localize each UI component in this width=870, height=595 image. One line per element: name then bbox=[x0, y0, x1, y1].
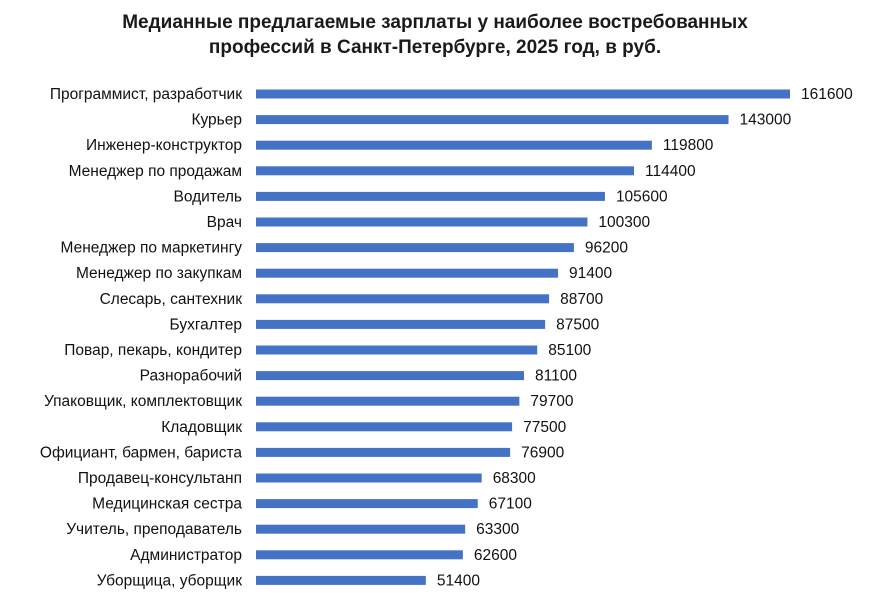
bar bbox=[256, 371, 524, 381]
data-label: 114400 bbox=[645, 163, 696, 180]
category-label: Медицинская сестра bbox=[92, 496, 242, 513]
chart-title: Медианные предлагаемые зарплаты у наибол… bbox=[0, 10, 870, 60]
bar bbox=[256, 140, 652, 150]
bar bbox=[256, 396, 520, 406]
category-label: Слесарь, сантехник bbox=[100, 291, 243, 308]
bar bbox=[256, 166, 635, 176]
category-label: Кладовщик bbox=[161, 419, 242, 436]
bar bbox=[256, 345, 538, 355]
data-label: 76900 bbox=[521, 444, 564, 461]
data-label: 62600 bbox=[474, 547, 517, 564]
data-label: 68300 bbox=[493, 470, 536, 487]
bar bbox=[256, 473, 482, 483]
category-label: Повар, пекарь, кондитер bbox=[64, 342, 242, 359]
bar bbox=[256, 268, 559, 278]
data-label: 88700 bbox=[560, 291, 603, 308]
data-label: 143000 bbox=[740, 112, 792, 129]
data-label: 87500 bbox=[556, 316, 599, 333]
category-label: Уборщица, уборщик bbox=[97, 572, 243, 589]
data-label: 100300 bbox=[598, 214, 650, 231]
bar bbox=[256, 422, 513, 432]
data-label: 77500 bbox=[523, 419, 566, 436]
bar bbox=[256, 115, 729, 125]
bar bbox=[256, 191, 605, 201]
data-label: 81100 bbox=[535, 368, 577, 385]
data-label: 51400 bbox=[437, 572, 480, 589]
bar bbox=[256, 447, 511, 457]
bar bbox=[256, 217, 588, 227]
category-label: Администратор bbox=[130, 547, 242, 564]
data-label: 85100 bbox=[548, 342, 591, 359]
bar bbox=[256, 89, 790, 99]
bar bbox=[256, 499, 478, 509]
data-label: 96200 bbox=[585, 240, 628, 257]
data-label: 119800 bbox=[663, 137, 714, 154]
category-label: Менеджер по закупкам bbox=[76, 265, 242, 282]
bar bbox=[256, 294, 550, 304]
data-label: 79700 bbox=[530, 393, 573, 410]
data-label: 91400 bbox=[569, 265, 612, 282]
bar bbox=[256, 550, 463, 560]
category-label: Менеджер по маркетингу bbox=[60, 240, 242, 257]
bar bbox=[256, 243, 574, 253]
data-label: 161600 bbox=[801, 86, 853, 103]
category-label: Инженер-конструктор bbox=[86, 137, 242, 154]
bar bbox=[256, 575, 426, 585]
category-label: Бухгалтер bbox=[170, 316, 242, 333]
chart-title-line-1: Медианные предлагаемые зарплаты у наибол… bbox=[122, 12, 748, 33]
chart-title-line-2: профессий в Санкт-Петербурге, 2025 год, … bbox=[208, 37, 662, 58]
data-label: 67100 bbox=[489, 496, 532, 513]
category-label: Упаковщик, комплектовщик bbox=[44, 393, 242, 410]
bar bbox=[256, 524, 466, 534]
bar bbox=[256, 319, 546, 329]
category-label: Официант, бармен, бариста bbox=[40, 444, 242, 461]
category-label: Учитель, преподаватель bbox=[66, 521, 242, 538]
data-label: 63300 bbox=[476, 521, 519, 538]
category-label: Врач bbox=[207, 214, 242, 231]
category-label: Курьер bbox=[191, 112, 242, 129]
category-label: Продавец-консультанп bbox=[78, 470, 242, 487]
data-label: 105600 bbox=[616, 188, 668, 205]
category-label: Водитель bbox=[174, 188, 242, 205]
category-label: Разнорабочий bbox=[140, 368, 242, 385]
category-label: Программист, разработчик bbox=[50, 86, 242, 103]
category-label: Менеджер по продажам bbox=[69, 163, 242, 180]
